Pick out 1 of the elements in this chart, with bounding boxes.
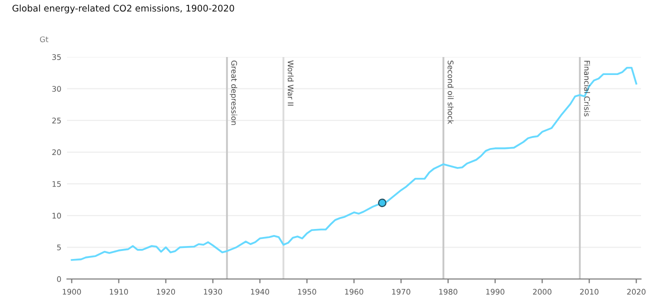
chart-title: Global energy-related CO2 emissions, 1900-2020 xyxy=(12,4,234,14)
